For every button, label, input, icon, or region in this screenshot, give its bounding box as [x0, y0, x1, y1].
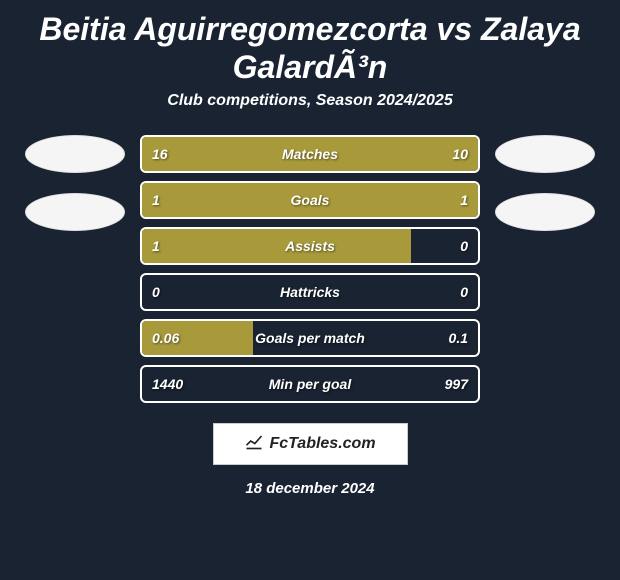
avatar-right-2 [495, 193, 595, 231]
stat-row: 0.060.1Goals per match [140, 319, 480, 357]
avatar-left-2 [25, 193, 125, 231]
stat-label: Min per goal [142, 376, 478, 392]
stat-label: Goals [142, 192, 478, 208]
stat-row: 00Hattricks [140, 273, 480, 311]
avatar-col-right [495, 135, 595, 231]
stat-label: Hattricks [142, 284, 478, 300]
avatar-right-1 [495, 135, 595, 173]
stat-row: 1440997Min per goal [140, 365, 480, 403]
stat-label: Goals per match [142, 330, 478, 346]
avatar-col-left [25, 135, 125, 231]
stat-row: 10Assists [140, 227, 480, 265]
avatar-left-1 [25, 135, 125, 173]
brand-text: FcTables.com [269, 435, 375, 453]
brand-logo: FcTables.com [213, 423, 408, 465]
stats-container: 1610Matches 11Goals 10Assists 00Hattricks 0.… [0, 135, 620, 403]
comparison-title: Beitia Aguirregomezcorta vs Zalaya Galar… [0, 0, 620, 92]
chart-icon [244, 431, 264, 456]
comparison-subtitle: Club competitions, Season 2024/2025 [0, 92, 620, 110]
footer-date: 18 december 2024 [0, 480, 620, 497]
stat-row: 1610Matches [140, 135, 480, 173]
stat-label: Matches [142, 146, 478, 162]
stat-row: 11Goals [140, 181, 480, 219]
stat-label: Assists [142, 238, 478, 254]
stats-column: 1610Matches 11Goals 10Assists 00Hattricks 0.… [140, 135, 480, 403]
